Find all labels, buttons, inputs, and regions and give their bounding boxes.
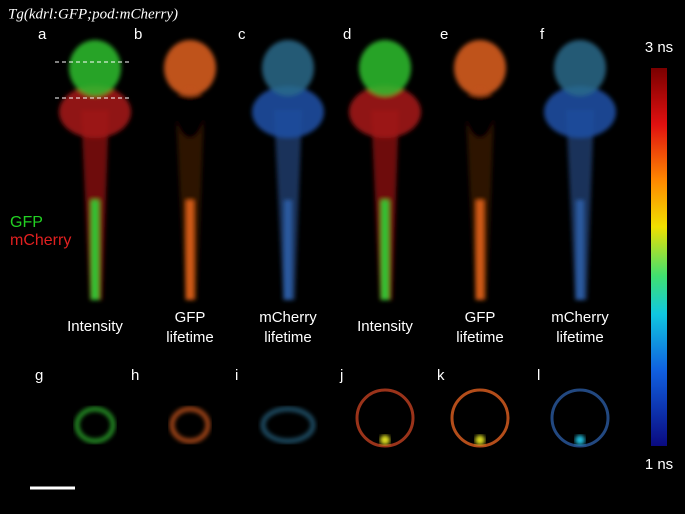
section-letter: h	[131, 367, 139, 384]
fish-head	[359, 40, 411, 96]
section-letter: k	[437, 367, 445, 384]
panel-caption: mCherry	[259, 309, 317, 326]
figure-title: Tg(kdrl:GFP;pod:mCherry)	[8, 6, 178, 22]
section-letter: g	[35, 367, 43, 384]
fish-head	[554, 40, 606, 96]
fish-image	[59, 40, 131, 300]
fish-tail	[284, 200, 292, 300]
panel-letter: c	[238, 26, 246, 43]
panel-letter: d	[343, 26, 351, 43]
fish-yolk	[176, 86, 204, 138]
section-image	[74, 406, 116, 444]
panel-caption: mCherry	[551, 309, 609, 326]
fish-head	[164, 40, 216, 96]
section-letter: l	[537, 367, 540, 384]
fish-tail	[381, 200, 389, 300]
panel-letter: f	[540, 26, 545, 43]
panel-letter: a	[38, 26, 47, 43]
section-center	[475, 435, 485, 445]
legend-gfp: GFP	[10, 214, 43, 231]
legend-mcherry: mCherry	[10, 232, 71, 249]
panel-caption: lifetime	[456, 329, 504, 346]
colorbar	[651, 68, 667, 446]
fish-yolk	[59, 86, 131, 138]
panel-caption: lifetime	[166, 329, 214, 346]
fish-tail	[91, 200, 99, 300]
panel-caption: Intensity	[67, 318, 123, 335]
section-image	[260, 406, 316, 444]
fish-head	[454, 40, 506, 96]
section-center	[380, 435, 390, 445]
fish-yolk	[349, 86, 421, 138]
section-letter: i	[235, 367, 238, 384]
section-image	[450, 388, 510, 448]
panel-letter: b	[134, 26, 142, 43]
panel-caption: GFP	[175, 309, 206, 326]
fish-head	[262, 40, 314, 96]
fish-image	[252, 40, 324, 300]
fish-head	[69, 40, 121, 96]
section-letter: j	[339, 367, 343, 384]
panel-letter: e	[440, 26, 448, 43]
colorbar-min: 1 ns	[645, 456, 673, 473]
fish-image	[544, 40, 616, 300]
section-image	[550, 388, 610, 448]
fish-tail	[476, 200, 484, 300]
fish-yolk	[544, 86, 616, 138]
colorbar-max: 3 ns	[645, 39, 673, 56]
fish-tail	[186, 200, 194, 300]
panel-caption: Intensity	[357, 318, 413, 335]
panel-caption: GFP	[465, 309, 496, 326]
fish-tail	[576, 200, 584, 300]
section-center	[575, 435, 585, 445]
fish-image	[349, 40, 421, 300]
fish-yolk	[466, 86, 494, 138]
section-image	[169, 406, 211, 444]
panel-caption: lifetime	[556, 329, 604, 346]
section-image	[355, 388, 415, 448]
panel-caption: lifetime	[264, 329, 312, 346]
fish-image	[164, 40, 216, 300]
fish-yolk	[252, 86, 324, 138]
fish-image	[454, 40, 506, 300]
panels: a Intensity b GFP lifetime c mCherry lifetime d I…	[35, 26, 616, 448]
